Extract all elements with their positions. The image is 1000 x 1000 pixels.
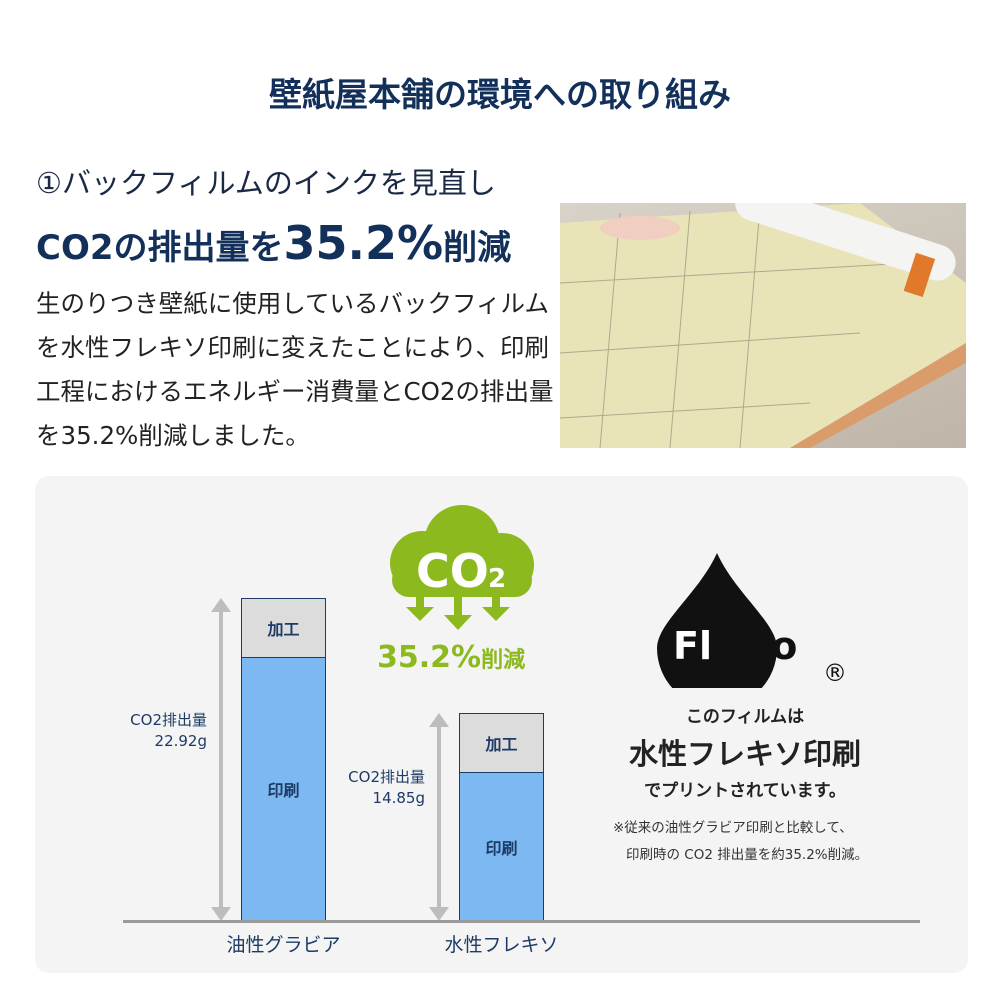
flexo-line3: でプリントされています。: [644, 781, 846, 801]
reduction-percent: 35.2%: [377, 640, 482, 675]
registered-mark: ®: [823, 659, 847, 687]
page-title: 壁紙屋本舗の環境への取り組み: [269, 75, 731, 114]
section-headline: CO2の排出量を35.2%削減: [36, 216, 511, 270]
bar-segment-print: 印刷: [459, 772, 544, 921]
total-label: CO2排出量 14.85g: [348, 767, 425, 809]
bar-segment-processing: 加工: [459, 713, 544, 773]
total-arrow-icon: [429, 713, 449, 921]
reduction-label: 35.2%削減: [377, 640, 525, 675]
headline-percent: 35.2%: [283, 216, 444, 270]
category-label: 水性フレキソ: [444, 934, 559, 956]
headline-post: 削減: [443, 228, 512, 268]
headline-pre: CO2の排出量を: [36, 228, 284, 268]
section-heading: ①バックフィルムのインクを見直し: [36, 166, 496, 200]
flexo-line1: このフィルムは: [685, 707, 805, 727]
total-label-line: CO2排出量: [130, 710, 207, 729]
section-body: 生のりつき壁紙に使用しているバックフィルムを水性フレキソ印刷に変えたことにより、…: [36, 289, 554, 450]
chart-baseline: [123, 920, 920, 923]
flexo-logo-text-left: Fl: [673, 624, 712, 668]
total-label-line: CO2排出量: [348, 768, 425, 786]
flexo-line2: 水性フレキソ印刷: [628, 737, 861, 771]
co2-cloud-icon: CO 2: [390, 505, 534, 630]
total-label-line: 22.92g: [154, 731, 207, 750]
bar-segment-print: 印刷: [241, 657, 326, 921]
total-label: CO2排出量 22.92g: [130, 710, 207, 752]
product-photo: [560, 203, 966, 448]
flexo-logo-text-right: exo: [721, 624, 797, 668]
co2-text: CO: [416, 544, 489, 598]
flexo-logo: Fl exo ®: [657, 553, 847, 688]
co2-subscript: 2: [488, 564, 506, 594]
total-label-line: 14.85g: [372, 789, 425, 807]
flexo-note1: ※従来の油性グラビア印刷と比較して、: [613, 820, 853, 836]
flexo-note2: 印刷時の CO2 排出量を約35.2%削減。: [626, 847, 869, 863]
total-arrow-icon: [211, 598, 231, 921]
category-label: 油性グラビア: [226, 934, 341, 956]
reduction-suffix: 削減: [481, 648, 526, 673]
wallpaper-roll-illustration: [560, 203, 966, 448]
bar-segment-processing: 加工: [241, 598, 326, 658]
